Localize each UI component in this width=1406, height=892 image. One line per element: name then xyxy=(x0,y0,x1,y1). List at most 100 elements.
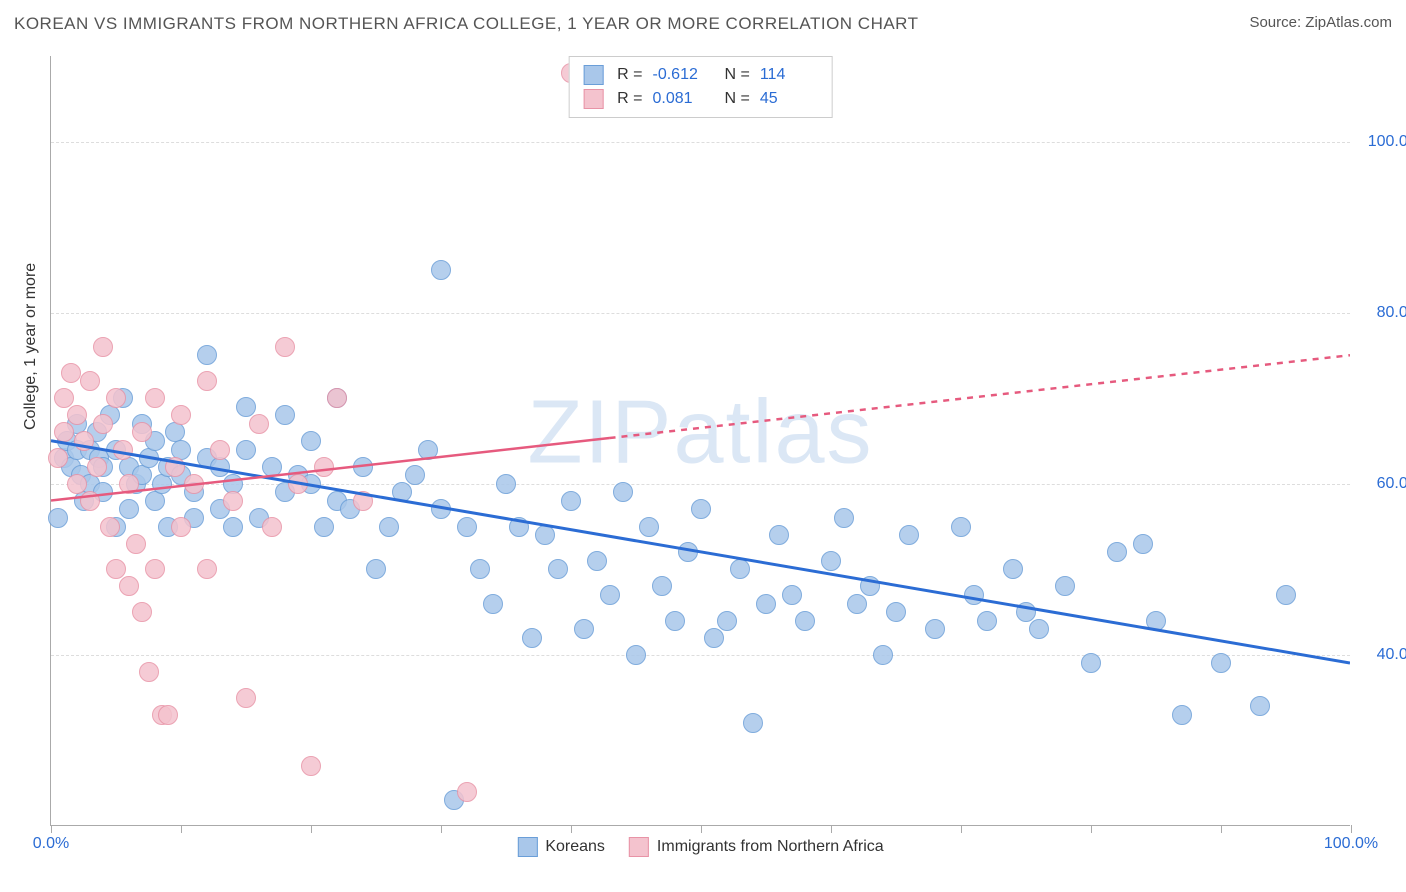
data-point-n_africa xyxy=(314,457,334,477)
data-point-koreans xyxy=(535,525,555,545)
data-point-n_africa xyxy=(288,474,308,494)
swatch-nafrica xyxy=(583,89,603,109)
data-point-koreans xyxy=(418,440,438,460)
data-point-koreans xyxy=(431,260,451,280)
data-point-n_africa xyxy=(93,414,113,434)
data-point-koreans xyxy=(548,559,568,579)
data-point-koreans xyxy=(1250,696,1270,716)
y-tick-label: 100.0% xyxy=(1358,133,1406,151)
chart-container: KOREAN VS IMMIGRANTS FROM NORTHERN AFRIC… xyxy=(0,0,1406,892)
data-point-n_africa xyxy=(184,474,204,494)
x-tick xyxy=(1221,825,1222,833)
data-point-n_africa xyxy=(113,440,133,460)
r-label: R = xyxy=(617,66,642,84)
data-point-koreans xyxy=(483,594,503,614)
data-point-koreans xyxy=(470,559,490,579)
data-point-n_africa xyxy=(236,688,256,708)
data-point-n_africa xyxy=(67,405,87,425)
x-tick xyxy=(441,825,442,833)
data-point-koreans xyxy=(210,457,230,477)
data-point-koreans xyxy=(574,619,594,639)
data-point-n_africa xyxy=(80,491,100,511)
data-point-n_africa xyxy=(223,491,243,511)
data-point-n_africa xyxy=(93,337,113,357)
data-point-koreans xyxy=(678,542,698,562)
data-point-koreans xyxy=(509,517,529,537)
n-label: N = xyxy=(725,90,750,108)
data-point-koreans xyxy=(691,499,711,519)
x-tick xyxy=(1091,825,1092,833)
source-label: Source: ZipAtlas.com xyxy=(1249,14,1392,31)
data-point-koreans xyxy=(1081,653,1101,673)
data-point-koreans xyxy=(1146,611,1166,631)
swatch-koreans xyxy=(583,65,603,85)
data-point-koreans xyxy=(834,508,854,528)
data-point-koreans xyxy=(717,611,737,631)
data-point-n_africa xyxy=(457,782,477,802)
data-point-n_africa xyxy=(145,559,165,579)
data-point-koreans xyxy=(964,585,984,605)
data-point-koreans xyxy=(431,499,451,519)
stats-row-koreans: R = -0.612 N = 114 xyxy=(583,63,818,87)
data-point-n_africa xyxy=(249,414,269,434)
data-point-koreans xyxy=(1016,602,1036,622)
data-point-koreans xyxy=(496,474,516,494)
legend-item-koreans: Koreans xyxy=(517,837,605,857)
data-point-n_africa xyxy=(145,388,165,408)
data-point-koreans xyxy=(48,508,68,528)
n-value-koreans: 114 xyxy=(760,66,818,84)
swatch-nafrica xyxy=(629,837,649,857)
data-point-koreans xyxy=(769,525,789,545)
data-point-koreans xyxy=(886,602,906,622)
data-point-koreans xyxy=(977,611,997,631)
data-point-koreans xyxy=(236,440,256,460)
data-point-n_africa xyxy=(61,363,81,383)
data-point-koreans xyxy=(730,559,750,579)
data-point-koreans xyxy=(366,559,386,579)
r-value-koreans: -0.612 xyxy=(653,66,711,84)
data-point-n_africa xyxy=(210,440,230,460)
data-point-koreans xyxy=(665,611,685,631)
data-point-koreans xyxy=(626,645,646,665)
data-point-koreans xyxy=(925,619,945,639)
data-point-koreans xyxy=(756,594,776,614)
data-point-koreans xyxy=(743,713,763,733)
data-point-koreans xyxy=(1172,705,1192,725)
data-point-koreans xyxy=(275,405,295,425)
data-point-koreans xyxy=(652,576,672,596)
data-point-koreans xyxy=(1211,653,1231,673)
data-point-koreans xyxy=(379,517,399,537)
data-point-koreans xyxy=(1055,576,1075,596)
n-label: N = xyxy=(725,66,750,84)
data-point-koreans xyxy=(704,628,724,648)
stats-legend: R = -0.612 N = 114 R = 0.081 N = 45 xyxy=(568,56,833,118)
y-tick-label: 60.0% xyxy=(1358,475,1406,493)
series-legend: Koreans Immigrants from Northern Africa xyxy=(517,837,883,857)
data-point-koreans xyxy=(1133,534,1153,554)
data-point-n_africa xyxy=(126,534,146,554)
data-point-koreans xyxy=(236,397,256,417)
data-point-koreans xyxy=(353,457,373,477)
x-tick xyxy=(181,825,182,833)
data-point-koreans xyxy=(1003,559,1023,579)
data-point-koreans xyxy=(795,611,815,631)
data-point-n_africa xyxy=(119,474,139,494)
data-point-koreans xyxy=(899,525,919,545)
data-point-n_africa xyxy=(67,474,87,494)
data-point-koreans xyxy=(457,517,477,537)
x-tick xyxy=(571,825,572,833)
data-point-n_africa xyxy=(80,371,100,391)
data-point-n_africa xyxy=(197,559,217,579)
data-point-n_africa xyxy=(165,457,185,477)
r-label: R = xyxy=(617,90,642,108)
data-point-n_africa xyxy=(74,431,94,451)
data-point-koreans xyxy=(860,576,880,596)
x-tick xyxy=(701,825,702,833)
data-point-koreans xyxy=(600,585,620,605)
data-point-koreans xyxy=(587,551,607,571)
data-point-n_africa xyxy=(158,705,178,725)
data-point-koreans xyxy=(119,499,139,519)
x-tick xyxy=(961,825,962,833)
r-value-nafrica: 0.081 xyxy=(653,90,711,108)
data-point-koreans xyxy=(152,474,172,494)
